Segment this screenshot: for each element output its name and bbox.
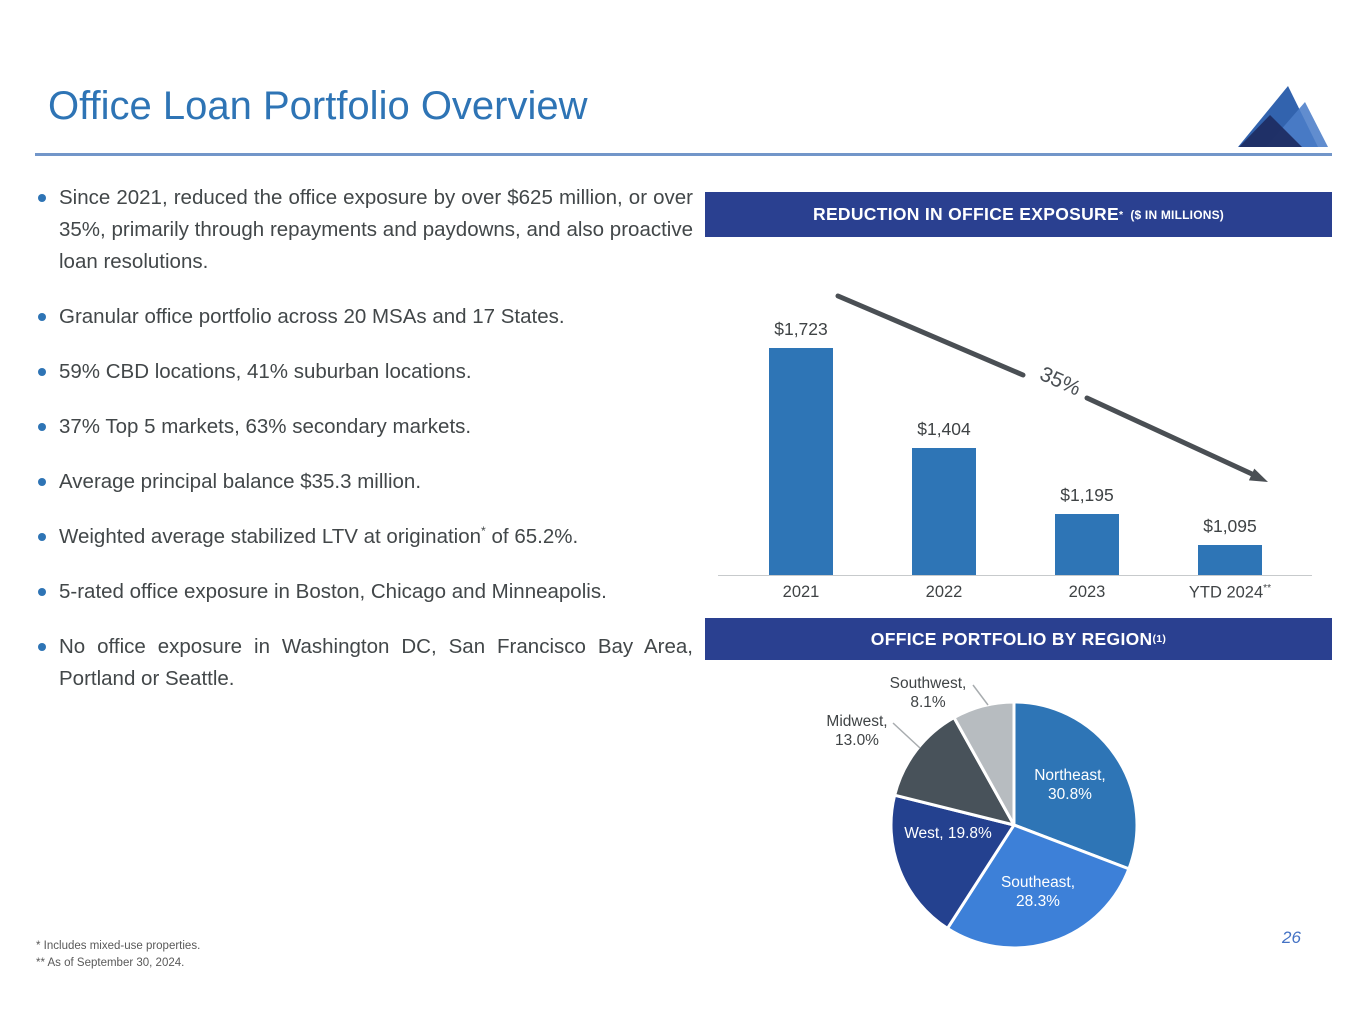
- bar-category-label: 2023: [1068, 583, 1106, 601]
- exposure-header-subtitle: ($ IN MILLIONS): [1130, 207, 1224, 222]
- bullet-list: Since 2021, reduced the office exposure …: [36, 182, 693, 718]
- bar-category-label: YTD 2024**: [1188, 583, 1272, 602]
- bullet-item: Granular office portfolio across 20 MSAs…: [36, 301, 693, 333]
- bar-category-label: 2021: [782, 583, 820, 601]
- x-axis-line: [718, 575, 1312, 576]
- bullet-item: Weighted average stabilized LTV at origi…: [36, 521, 693, 553]
- bullet-text: 59% CBD locations, 41% suburban location…: [59, 360, 472, 383]
- bar-value-label: $1,095: [1203, 516, 1257, 536]
- office-exposure-bar-chart: 35% $1,723 2021 $1,404 2022 $1,195 2023 $1,095…: [705, 236, 1332, 616]
- bullet-dot-icon: [38, 423, 46, 431]
- bullet-text: Granular office portfolio across 20 MSAs…: [59, 305, 565, 328]
- mountain-logo: [1238, 86, 1328, 147]
- southwest-leader-line: [972, 684, 989, 706]
- pie-svg: [889, 684, 1139, 950]
- bullet-item: 37% Top 5 markets, 63% secondary markets…: [36, 411, 693, 443]
- bullet-item: No office exposure in Washington DC, San…: [36, 631, 693, 695]
- bullet-dot-icon: [38, 478, 46, 486]
- bar-value-label: $1,195: [1060, 485, 1114, 505]
- title-underline: [35, 153, 1332, 156]
- bullet-text: Weighted average stabilized LTV at origi…: [59, 525, 482, 548]
- bullet-text: Since 2021, reduced the office exposure …: [59, 186, 693, 273]
- bullet-item: Since 2021, reduced the office exposure …: [36, 182, 693, 278]
- pie-slice-west: [889, 793, 1016, 930]
- bar-value-label: $1,723: [774, 319, 828, 339]
- bullet-text: 5-rated office exposure in Boston, Chica…: [59, 580, 607, 603]
- bullet-dot-icon: [38, 194, 46, 202]
- pie-slice-midwest: [893, 716, 1016, 827]
- footnote-2: ** As of September 30, 2024.: [36, 957, 185, 969]
- page-title: Office Loan Portfolio Overview: [48, 84, 588, 128]
- bullet-item: Average principal balance $35.3 million.: [36, 466, 693, 498]
- bullet-dot-icon: [38, 643, 46, 651]
- bar-2022: [912, 448, 976, 575]
- pie-slice-southwest: [952, 700, 1016, 827]
- bullet-item: 5-rated office exposure in Boston, Chica…: [36, 576, 693, 608]
- bullet-dot-icon: [38, 533, 46, 541]
- footnote-1: * Includes mixed-use properties.: [36, 940, 201, 952]
- pie-slice-southeast: [945, 823, 1131, 950]
- bullet-item: 59% CBD locations, 41% suburban location…: [36, 356, 693, 388]
- bar-2021: [769, 348, 833, 575]
- bullet-dot-icon: [38, 313, 46, 321]
- pie-slice-northeast: [1012, 700, 1139, 871]
- midwest-leader-line: [892, 722, 921, 749]
- bullet-text: 37% Top 5 markets, 63% secondary markets…: [59, 415, 472, 438]
- page-number: 26: [1282, 928, 1301, 947]
- bullet-text: No office exposure in Washington DC, San…: [59, 635, 693, 690]
- region-header-title: OFFICE PORTFOLIO BY REGION: [870, 628, 1153, 649]
- bullet-dot-icon: [38, 368, 46, 376]
- bar-category-label: 2022: [925, 583, 963, 601]
- bar-ytd-2024: [1198, 545, 1262, 575]
- office-portfolio-pie-chart: Northeast, 30.8% Southeast, 28.3% West, 19…: [780, 660, 1220, 990]
- decline-arrow: [835, 293, 1268, 482]
- bullet-dot-icon: [38, 588, 46, 596]
- exposure-chart-header: REDUCTION IN OFFICE EXPOSURE * ($ IN MILL…: [705, 192, 1332, 237]
- bar-value-label: $1,404: [917, 419, 971, 439]
- footnotes: * Includes mixed-use properties. ** As o…: [36, 938, 200, 972]
- region-chart-header: OFFICE PORTFOLIO BY REGION (1): [705, 618, 1332, 660]
- bullet-text: Average principal balance $35.3 million.: [59, 470, 422, 493]
- exposure-header-title: REDUCTION IN OFFICE EXPOSURE: [813, 204, 1119, 224]
- bar-2023: [1055, 514, 1119, 575]
